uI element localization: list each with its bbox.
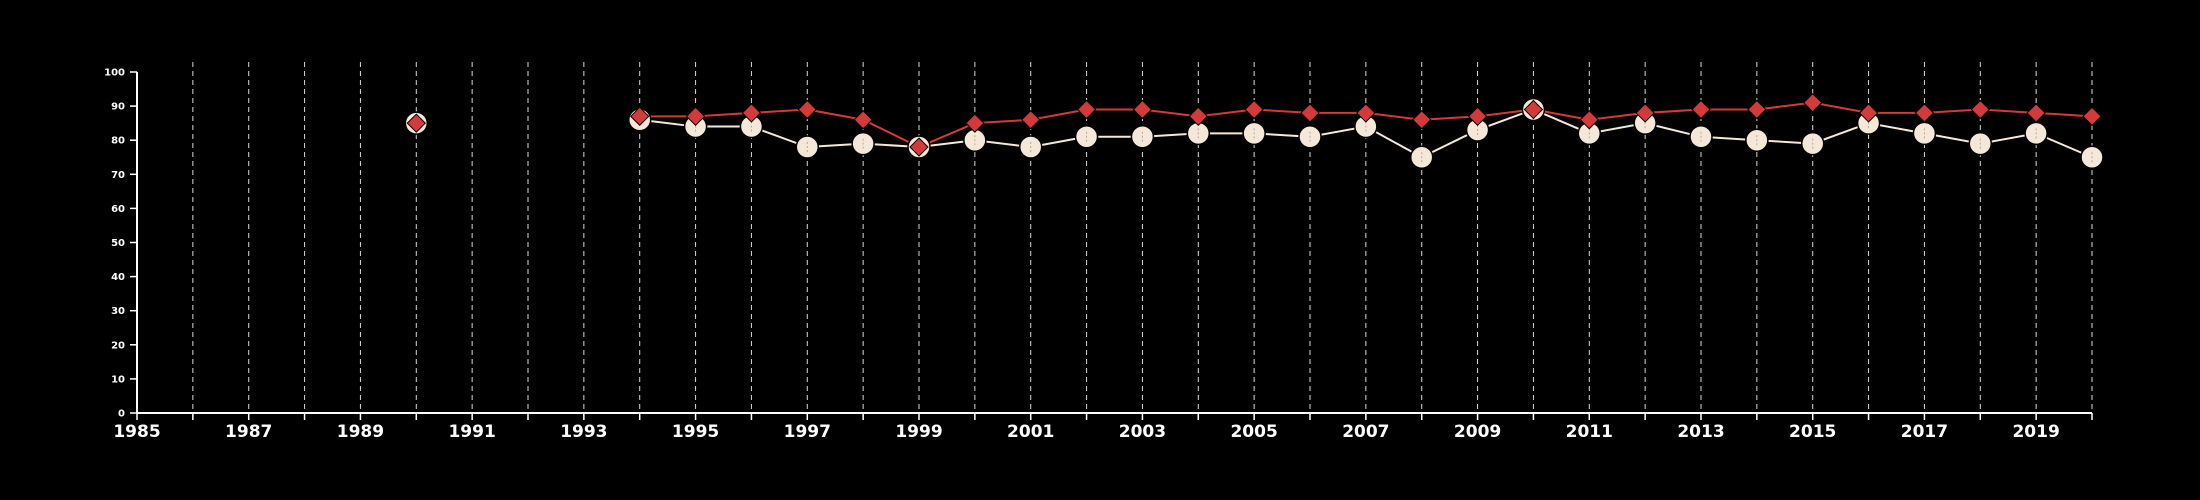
data-point-diamond	[1300, 103, 1320, 123]
y-tick-label: 0	[118, 409, 125, 420]
y-tick-label: 30	[111, 306, 125, 317]
x-tick-label: 2015	[1789, 422, 1836, 442]
data-point-diamond	[1356, 103, 1376, 123]
x-tick-label: 2007	[1342, 422, 1389, 442]
x-tick-label: 2001	[1007, 422, 1054, 442]
data-point-diamond	[630, 106, 650, 127]
y-tick-label: 100	[104, 68, 125, 79]
x-tick-label: 2011	[1566, 422, 1613, 442]
data-point-diamond	[1691, 99, 1711, 120]
data-point-diamond	[685, 106, 706, 127]
x-tick-label: 2019	[2012, 422, 2059, 442]
data-point-diamond	[2026, 103, 2046, 123]
y-tick-label: 80	[111, 136, 125, 147]
data-series	[404, 92, 2104, 169]
x-tick-label: 1991	[448, 422, 495, 442]
data-point-diamond	[1188, 106, 1208, 127]
x-tick-label: 1995	[672, 422, 719, 442]
data-point-diamond	[965, 113, 985, 133]
x-tick-label: 1989	[337, 422, 384, 442]
y-tick-label: 60	[111, 204, 125, 215]
data-point-diamond	[1132, 99, 1153, 120]
data-point-diamond	[1244, 99, 1264, 120]
data-point-diamond	[1076, 99, 1097, 120]
y-tick-label: 90	[111, 102, 125, 113]
x-tick-label: 2013	[1677, 422, 1724, 442]
axes	[130, 71, 2093, 420]
y-tick-label: 20	[111, 340, 125, 351]
x-tick-label: 2003	[1119, 422, 1166, 442]
data-point-diamond	[406, 113, 426, 133]
data-point-diamond	[2082, 106, 2102, 127]
y-tick-label: 10	[111, 374, 125, 385]
x-tick-label: 2009	[1454, 422, 1501, 442]
data-point-diamond	[1467, 106, 1488, 127]
y-tick-label: 50	[111, 238, 125, 249]
data-point-diamond	[1021, 110, 1041, 130]
y-tick-label: 40	[111, 272, 125, 283]
vertical-grid	[192, 62, 2093, 413]
data-point-diamond	[1412, 110, 1432, 130]
x-tick-label: 1999	[895, 422, 942, 442]
data-point-diamond	[1747, 99, 1767, 120]
y-tick-label: 70	[111, 170, 125, 181]
data-point-diamond	[1635, 103, 1655, 123]
x-tick-label: 2005	[1230, 422, 1277, 442]
data-point-diamond	[1914, 103, 1935, 123]
data-point-diamond	[1858, 103, 1879, 123]
data-point-diamond	[1970, 99, 1990, 120]
tick-labels: 0 10 20 30 40 50 60 70 80 90 100 1985 1987 1989 1991 19…	[104, 68, 2060, 443]
data-point-diamond	[797, 99, 817, 120]
data-point-diamond	[1579, 110, 1599, 130]
x-tick-label: 2017	[1901, 422, 1948, 442]
data-point-diamond	[1803, 92, 1823, 113]
data-point-diamond	[741, 103, 762, 123]
x-tick-label: 1997	[784, 422, 831, 442]
x-tick-label: 1985	[113, 422, 160, 442]
data-point-diamond	[909, 137, 929, 157]
x-tick-label: 1987	[225, 422, 272, 442]
data-point-diamond	[1523, 99, 1544, 120]
x-tick-label: 1993	[560, 422, 607, 442]
data-point-diamond	[853, 110, 873, 130]
